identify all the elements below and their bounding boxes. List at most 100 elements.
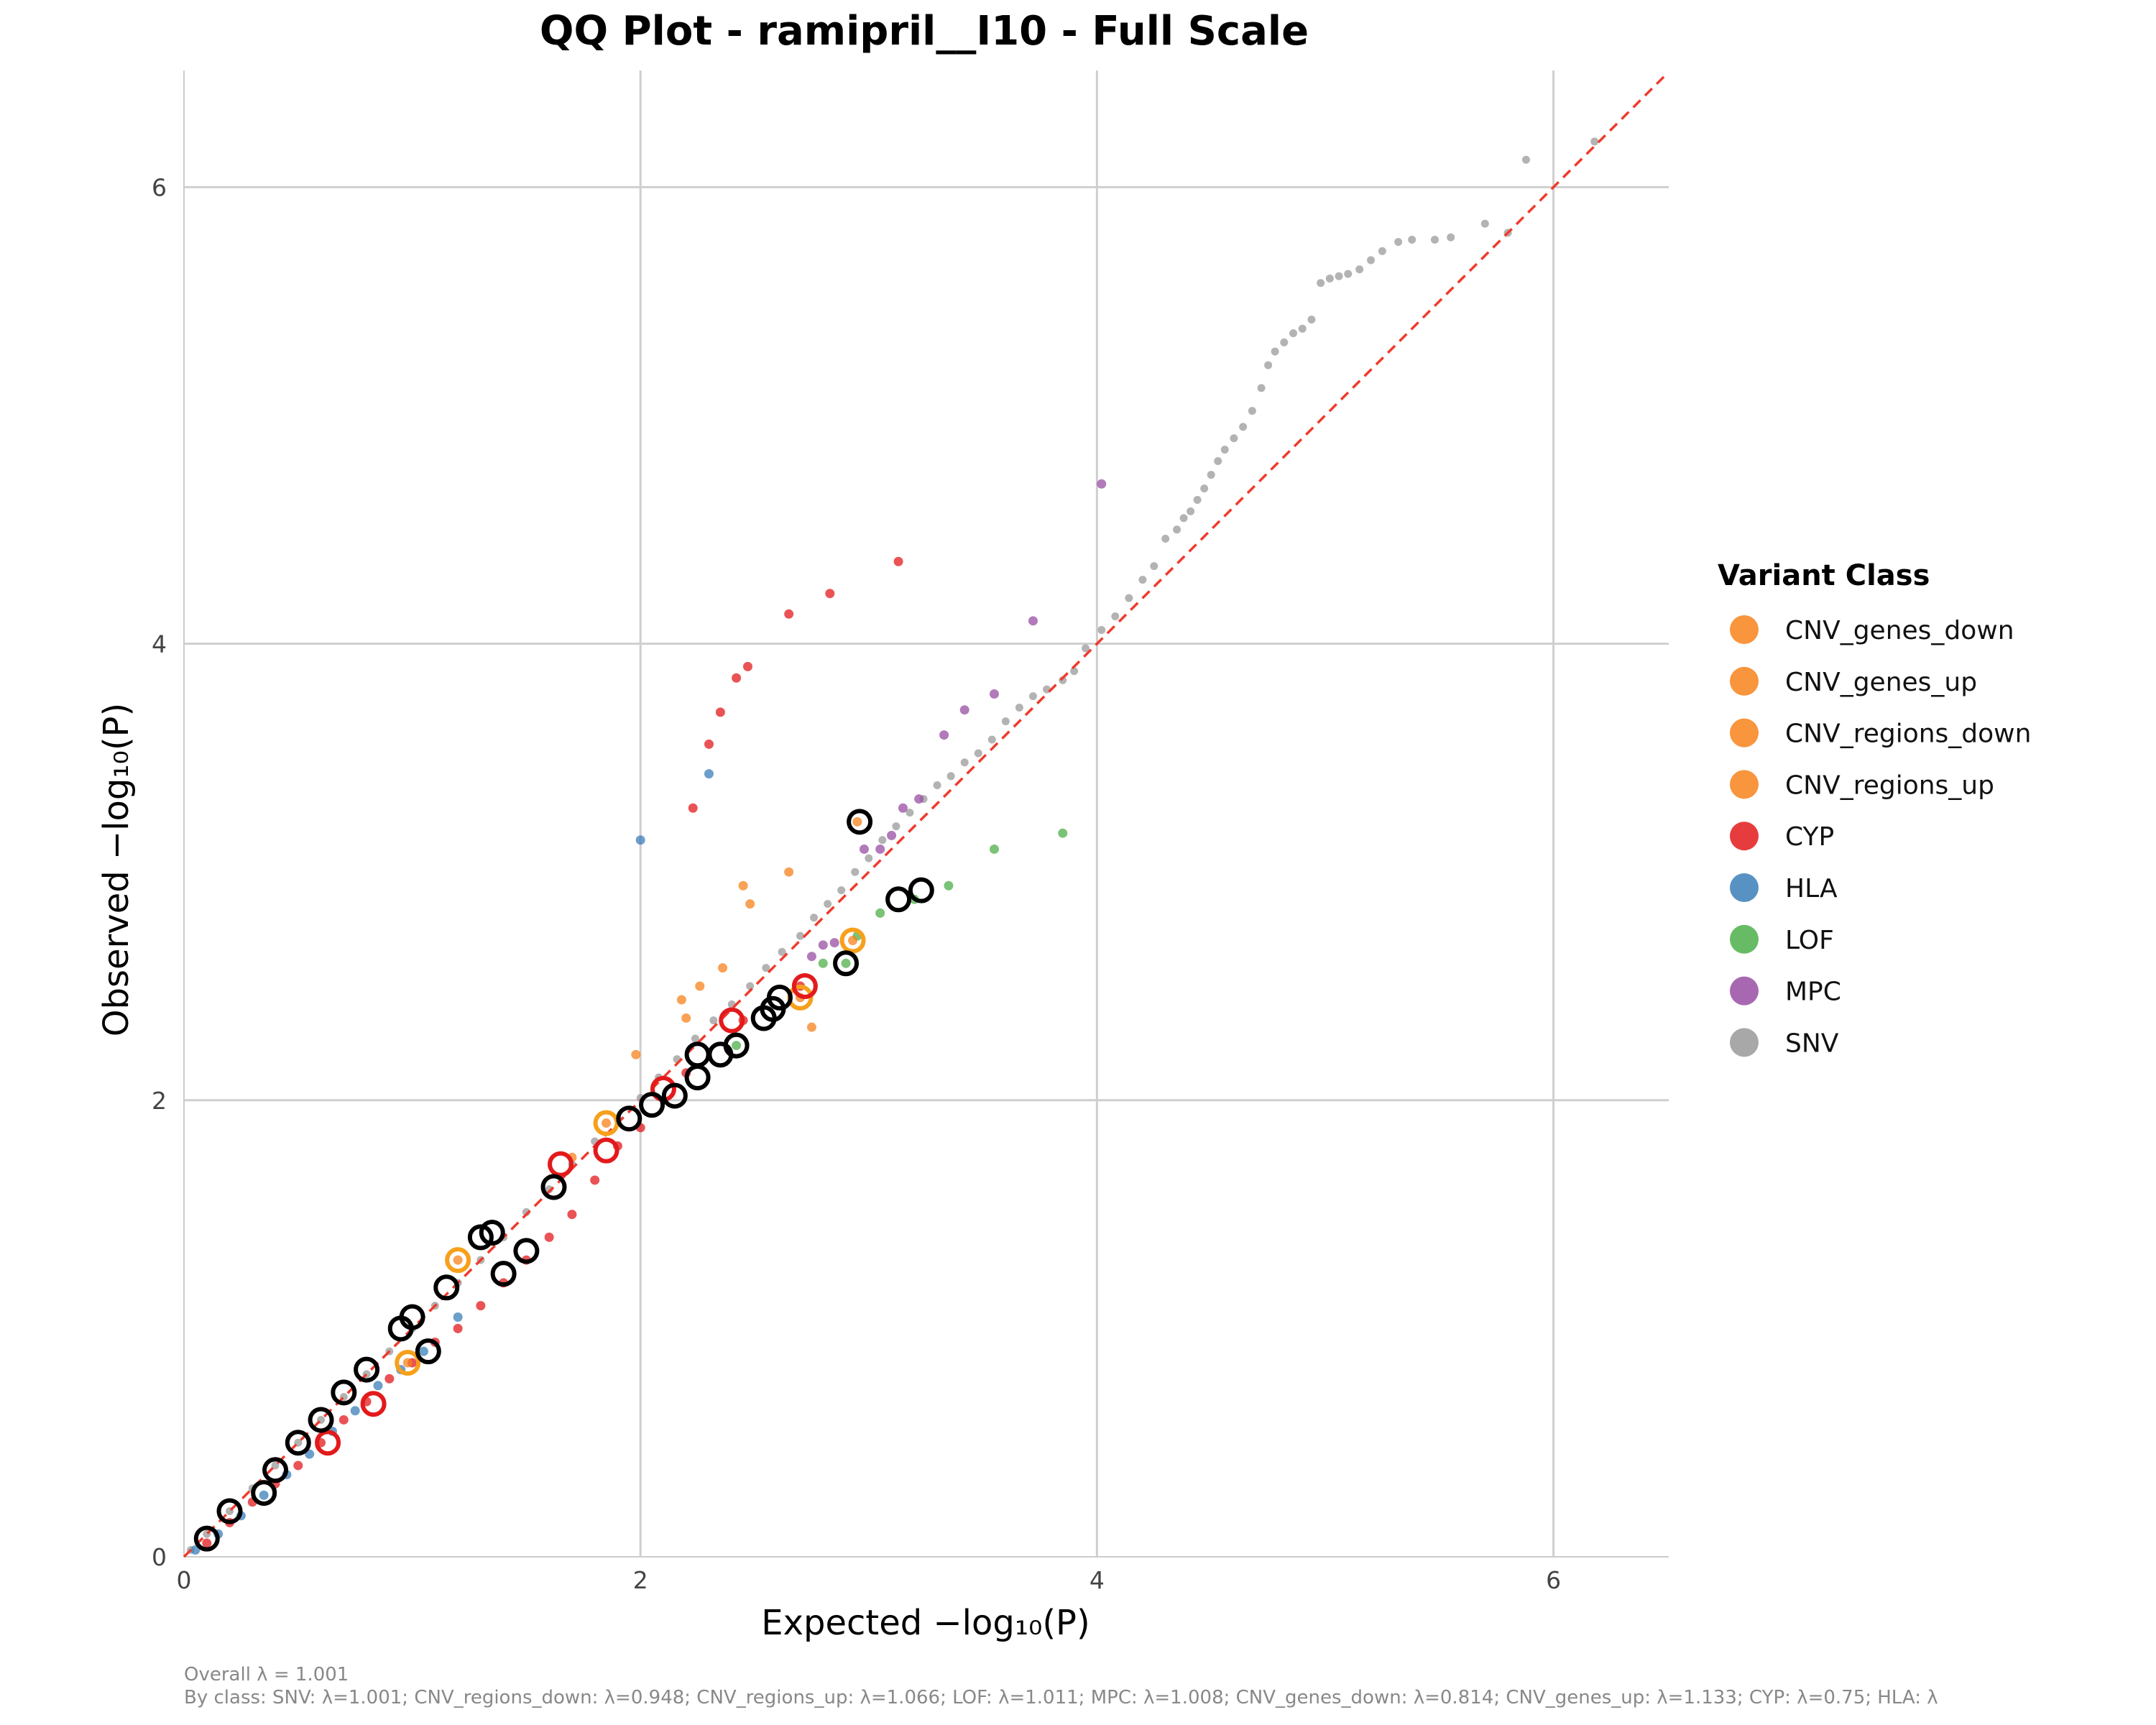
- cyp-point: [825, 589, 835, 599]
- x-tick-label: 4: [1089, 1566, 1105, 1594]
- variant-class-series: [190, 479, 1107, 1555]
- hla-point: [350, 1406, 360, 1416]
- cnv-point: [676, 995, 686, 1005]
- cyp-point: [688, 803, 698, 813]
- mpc-point: [887, 830, 897, 840]
- lof-point: [818, 958, 828, 968]
- highlighted-marker: [639, 1092, 665, 1118]
- cnv-point: [738, 880, 748, 891]
- highlighted-marker: [251, 1480, 277, 1506]
- legend-swatch: [1730, 873, 1759, 902]
- ring-marker: [719, 1007, 745, 1034]
- snv-point: [837, 886, 846, 895]
- cnv-point: [745, 899, 755, 909]
- class-lambda-note: By class: SNV: λ=1.001; CNV_regions_down…: [184, 1687, 1938, 1708]
- highlighted-marker: [490, 1261, 517, 1287]
- snv-point: [762, 964, 770, 972]
- snv-point: [1082, 644, 1090, 653]
- highlighted-marker: [833, 950, 860, 977]
- lof-point: [875, 908, 885, 918]
- highlighted-marker: [354, 1356, 380, 1383]
- mpc-point: [1028, 616, 1038, 626]
- snv-point: [1150, 562, 1158, 571]
- mpc-point: [898, 803, 908, 813]
- cyp-point: [544, 1232, 554, 1242]
- cnv-point: [848, 935, 858, 945]
- snv-point: [1521, 155, 1530, 164]
- lof-point: [841, 958, 851, 968]
- x-tick-label: 6: [1546, 1566, 1561, 1594]
- snv-point: [746, 982, 755, 990]
- x-tick-label: 2: [633, 1566, 648, 1594]
- mpc-point: [989, 689, 999, 699]
- ring-marker: [548, 1151, 574, 1177]
- snv-point: [851, 868, 860, 876]
- snv-point: [933, 781, 941, 790]
- snv-point: [865, 854, 873, 862]
- hla-point: [373, 1381, 383, 1391]
- cnv-point: [453, 1255, 463, 1265]
- legend-swatch: [1730, 1028, 1759, 1057]
- highlighted-marker: [415, 1338, 441, 1365]
- legend-label: CNV_genes_down: [1785, 616, 2014, 645]
- mpc-point: [914, 794, 924, 804]
- lof-point: [989, 844, 999, 854]
- lof-point: [732, 1041, 742, 1051]
- chart-title: QQ Plot - ramipril__I10 - Full Scale: [540, 8, 1309, 55]
- snv-point: [1280, 338, 1289, 346]
- ring-marker: [593, 1137, 619, 1164]
- legend-swatch: [1730, 666, 1759, 696]
- legend-swatch: [1730, 976, 1759, 1006]
- legend-label: MPC: [1785, 978, 1841, 1007]
- snv-point: [1239, 423, 1248, 431]
- snv-point: [1214, 457, 1222, 466]
- snv-point: [1193, 496, 1202, 505]
- cyp-point: [715, 707, 725, 717]
- tick-labels: 0 2 4 6 0 2 4 6: [152, 173, 1561, 1594]
- ring-marker: [315, 1430, 341, 1456]
- snv-point: [974, 749, 982, 758]
- reference-line-layer: [183, 72, 1669, 1558]
- mpc-point: [818, 940, 828, 950]
- snv-point: [1125, 594, 1133, 602]
- legend-title: Variant Class: [1718, 559, 1930, 592]
- cnv-point: [784, 867, 794, 877]
- highlighted-marker: [331, 1379, 357, 1406]
- cyp-point: [338, 1414, 349, 1425]
- snv-point: [960, 758, 969, 767]
- ring-marker: [360, 1391, 387, 1417]
- snv-point: [824, 900, 832, 908]
- legend-swatch: [1730, 770, 1759, 799]
- cyp-point: [476, 1301, 486, 1311]
- snv-point: [1317, 279, 1325, 288]
- highlighted-marker: [540, 1174, 567, 1200]
- cyp-point: [453, 1323, 463, 1333]
- snv-point: [1001, 717, 1010, 726]
- legend-label: CNV_regions_down: [1785, 719, 2031, 749]
- cnv-point: [695, 981, 705, 991]
- snv-point: [1230, 434, 1238, 443]
- legend-label: CNV_regions_up: [1785, 770, 1994, 800]
- cnv-point: [602, 1118, 612, 1128]
- snv-point: [1173, 525, 1181, 534]
- legend-label: HLA: [1785, 874, 1838, 903]
- mpc-point: [829, 938, 839, 948]
- snv-point: [892, 822, 900, 831]
- snv-point: [1179, 514, 1188, 523]
- hla-point: [704, 769, 714, 779]
- x-tick-label: 0: [177, 1566, 192, 1594]
- highlighted-marker: [387, 1315, 414, 1342]
- highlighted-marker: [467, 1224, 494, 1251]
- highlighted-marker: [885, 886, 912, 913]
- legend-swatch: [1730, 718, 1759, 748]
- highlighted-marker: [684, 1064, 711, 1091]
- mpc-point: [875, 844, 885, 854]
- hla-point: [453, 1312, 463, 1322]
- snv-point: [1289, 329, 1298, 338]
- highlighted-marker: [684, 1041, 711, 1068]
- ring-marker: [791, 973, 818, 999]
- cnv-point: [631, 1049, 641, 1059]
- highlighted-markers: [193, 809, 934, 1552]
- snv-point: [1264, 361, 1273, 369]
- snv-point: [1257, 384, 1266, 392]
